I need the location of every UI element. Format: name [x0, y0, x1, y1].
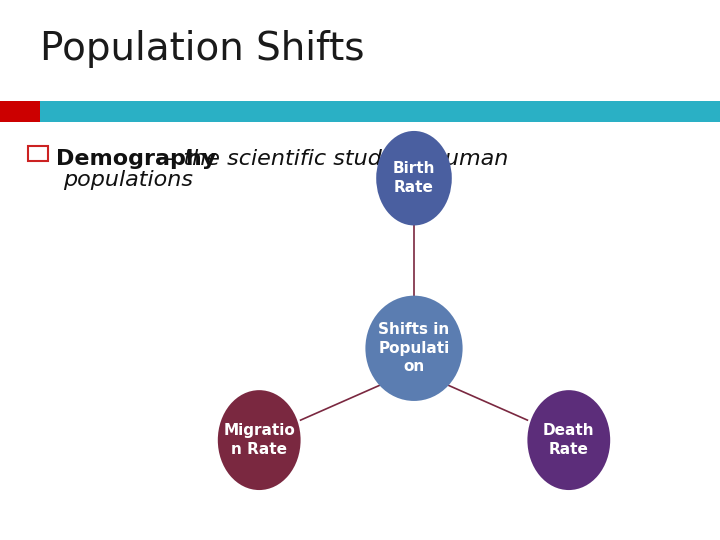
- Ellipse shape: [528, 390, 611, 490]
- Text: Demography: Demography: [56, 149, 217, 169]
- Text: populations: populations: [63, 170, 194, 190]
- Text: Migratio
n Rate: Migratio n Rate: [223, 423, 295, 457]
- Ellipse shape: [217, 390, 301, 490]
- FancyBboxPatch shape: [0, 101, 40, 122]
- Ellipse shape: [376, 131, 452, 226]
- Text: – the scientific study of human: – the scientific study of human: [158, 149, 509, 169]
- Text: Death
Rate: Death Rate: [543, 423, 595, 457]
- Text: Population Shifts: Population Shifts: [40, 30, 364, 68]
- Ellipse shape: [365, 296, 462, 401]
- Text: Birth
Rate: Birth Rate: [392, 161, 436, 195]
- Text: Shifts in
Populati
on: Shifts in Populati on: [379, 322, 449, 374]
- FancyBboxPatch shape: [40, 101, 720, 122]
